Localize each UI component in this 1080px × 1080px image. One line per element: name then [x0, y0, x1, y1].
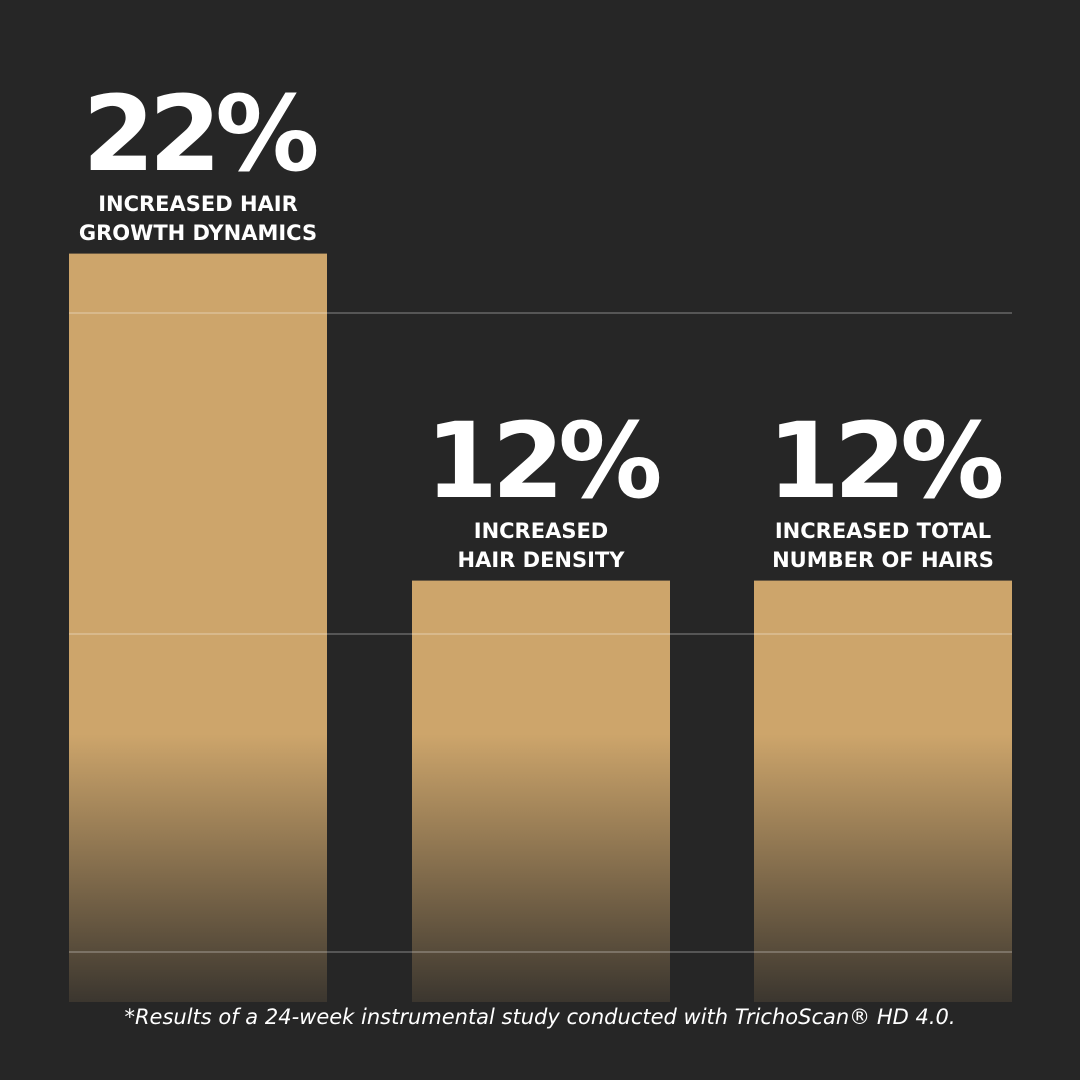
category-label: INCREASED HAIR GROWTH DYNAMICS: [78, 191, 318, 245]
category-label: INCREASED TOTAL NUMBER OF HAIRS: [772, 518, 994, 572]
footnote: *Results of a 24-week instrumental study…: [124, 1005, 956, 1029]
bar: [412, 580, 670, 1002]
data-label: 12%: [425, 399, 663, 522]
bar-label: 22% INCREASED HAIR GROWTH DYNAMICS: [38, 82, 358, 248]
data-label: 22%: [82, 72, 320, 195]
category-label: INCREASED HAIR DENSITY: [457, 518, 625, 572]
bar-label: 12% INCREASED TOTAL NUMBER OF HAIRS: [723, 409, 1043, 575]
bar: [69, 253, 327, 1003]
data-label: 12%: [767, 399, 1005, 522]
bar-label: 12% INCREASED HAIR DENSITY: [381, 409, 701, 575]
bar: [754, 580, 1012, 1002]
